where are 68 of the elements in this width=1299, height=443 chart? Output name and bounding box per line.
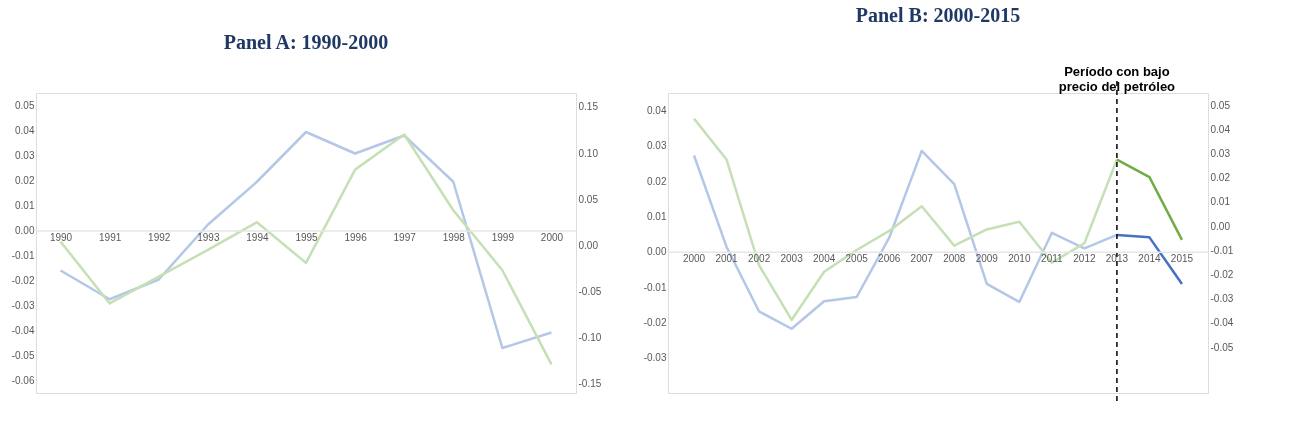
y-tick-label: 0.02 [647,175,667,187]
x-tick-label: 1999 [491,232,515,243]
y-tick-label: -0.02 [11,275,35,286]
x-tick-label: 2012 [1073,253,1096,265]
y-tick-label: -0.06 [11,375,35,386]
x-tick-label: 2001 [715,253,739,265]
x-tick-label: 1995 [295,232,319,243]
x-tick-label: 1998 [442,232,466,243]
y-tick-label: -0.03 [11,300,35,311]
y2-tick-label: 0.10 [578,147,599,159]
y2-tick-label: 0.01 [1210,196,1231,208]
x-tick-label: 1990 [49,232,73,243]
y-tick-label: 0.00 [647,246,667,258]
x-tick-label: 2009 [975,253,999,265]
x-tick-label: 2010 [1008,253,1031,265]
y2-tick-label: -0.02 [1210,268,1234,280]
y2-tick-label: 0.00 [1210,220,1231,232]
y-tick-label: -0.02 [643,316,667,328]
y-tick-label: 0.03 [647,140,667,152]
y-tick-label: -0.04 [11,325,35,336]
x-tick-label: 1992 [148,232,171,243]
x-tick-label: 2000 [540,232,564,243]
x-tick-label: 1991 [99,232,122,243]
x-tick-label: 1994 [246,232,269,243]
y2-tick-label: 0.03 [1210,147,1231,159]
x-tick-label: 1993 [197,232,220,243]
y2-tick-label: -0.05 [578,285,602,297]
y-tick-label: 0.03 [15,150,35,161]
x-tick-label: 2002 [747,253,771,265]
y-tick-label: 0.05 [15,100,35,111]
x-tick-label: 2015 [1170,253,1194,265]
y-tick-label: 0.01 [647,211,667,223]
y2-tick-label: 0.05 [1210,99,1231,111]
y-tick-label: 0.01 [15,200,35,211]
y2-tick-label: 0.00 [578,239,599,251]
y2-tick-label: 0.15 [578,101,599,113]
x-tick-label: 2008 [943,253,966,265]
y-tick-label: 0.04 [647,105,667,117]
y-tick-label: -0.01 [643,281,667,293]
x-tick-label: 2006 [878,253,901,265]
y-tick-label: 0.04 [15,125,35,136]
y-tick-label: 0.00 [15,225,35,236]
y2-tick-label: 0.04 [1210,123,1231,135]
y2-tick-label: -0.15 [578,378,602,390]
x-tick-label: 2007 [910,253,934,265]
ref-line-label: Período con bajo precio del petróleo [1058,64,1176,94]
x-tick-label: 2003 [780,253,804,265]
y-tick-label: 0.02 [15,175,35,186]
x-tick-label: 1996 [344,232,368,243]
x-tick-label: 2000 [682,253,706,265]
y-tick-label: -0.01 [11,250,35,261]
y2-tick-label: -0.03 [1210,293,1234,305]
y-tick-label: -0.03 [643,352,667,364]
chart-title: Panel A: 1990-2000 [223,31,389,53]
x-tick-label: 2004 [813,253,836,265]
y2-tick-label: 0.05 [578,193,599,205]
y-tick-label: -0.05 [11,350,35,361]
x-tick-label: 2011 [1041,253,1064,265]
chart-title: Panel B: 2000-2015 [855,4,1021,26]
y2-tick-label: -0.05 [1210,341,1234,353]
y2-tick-label: -0.01 [1210,244,1234,256]
y2-tick-label: -0.10 [578,332,602,344]
x-tick-label: 2005 [845,253,869,265]
x-tick-label: 2013 [1105,253,1129,265]
x-tick-label: 2014 [1138,253,1162,265]
y2-tick-label: -0.04 [1210,317,1234,329]
y2-tick-label: 0.02 [1210,172,1231,184]
x-tick-label: 1997 [393,232,417,243]
